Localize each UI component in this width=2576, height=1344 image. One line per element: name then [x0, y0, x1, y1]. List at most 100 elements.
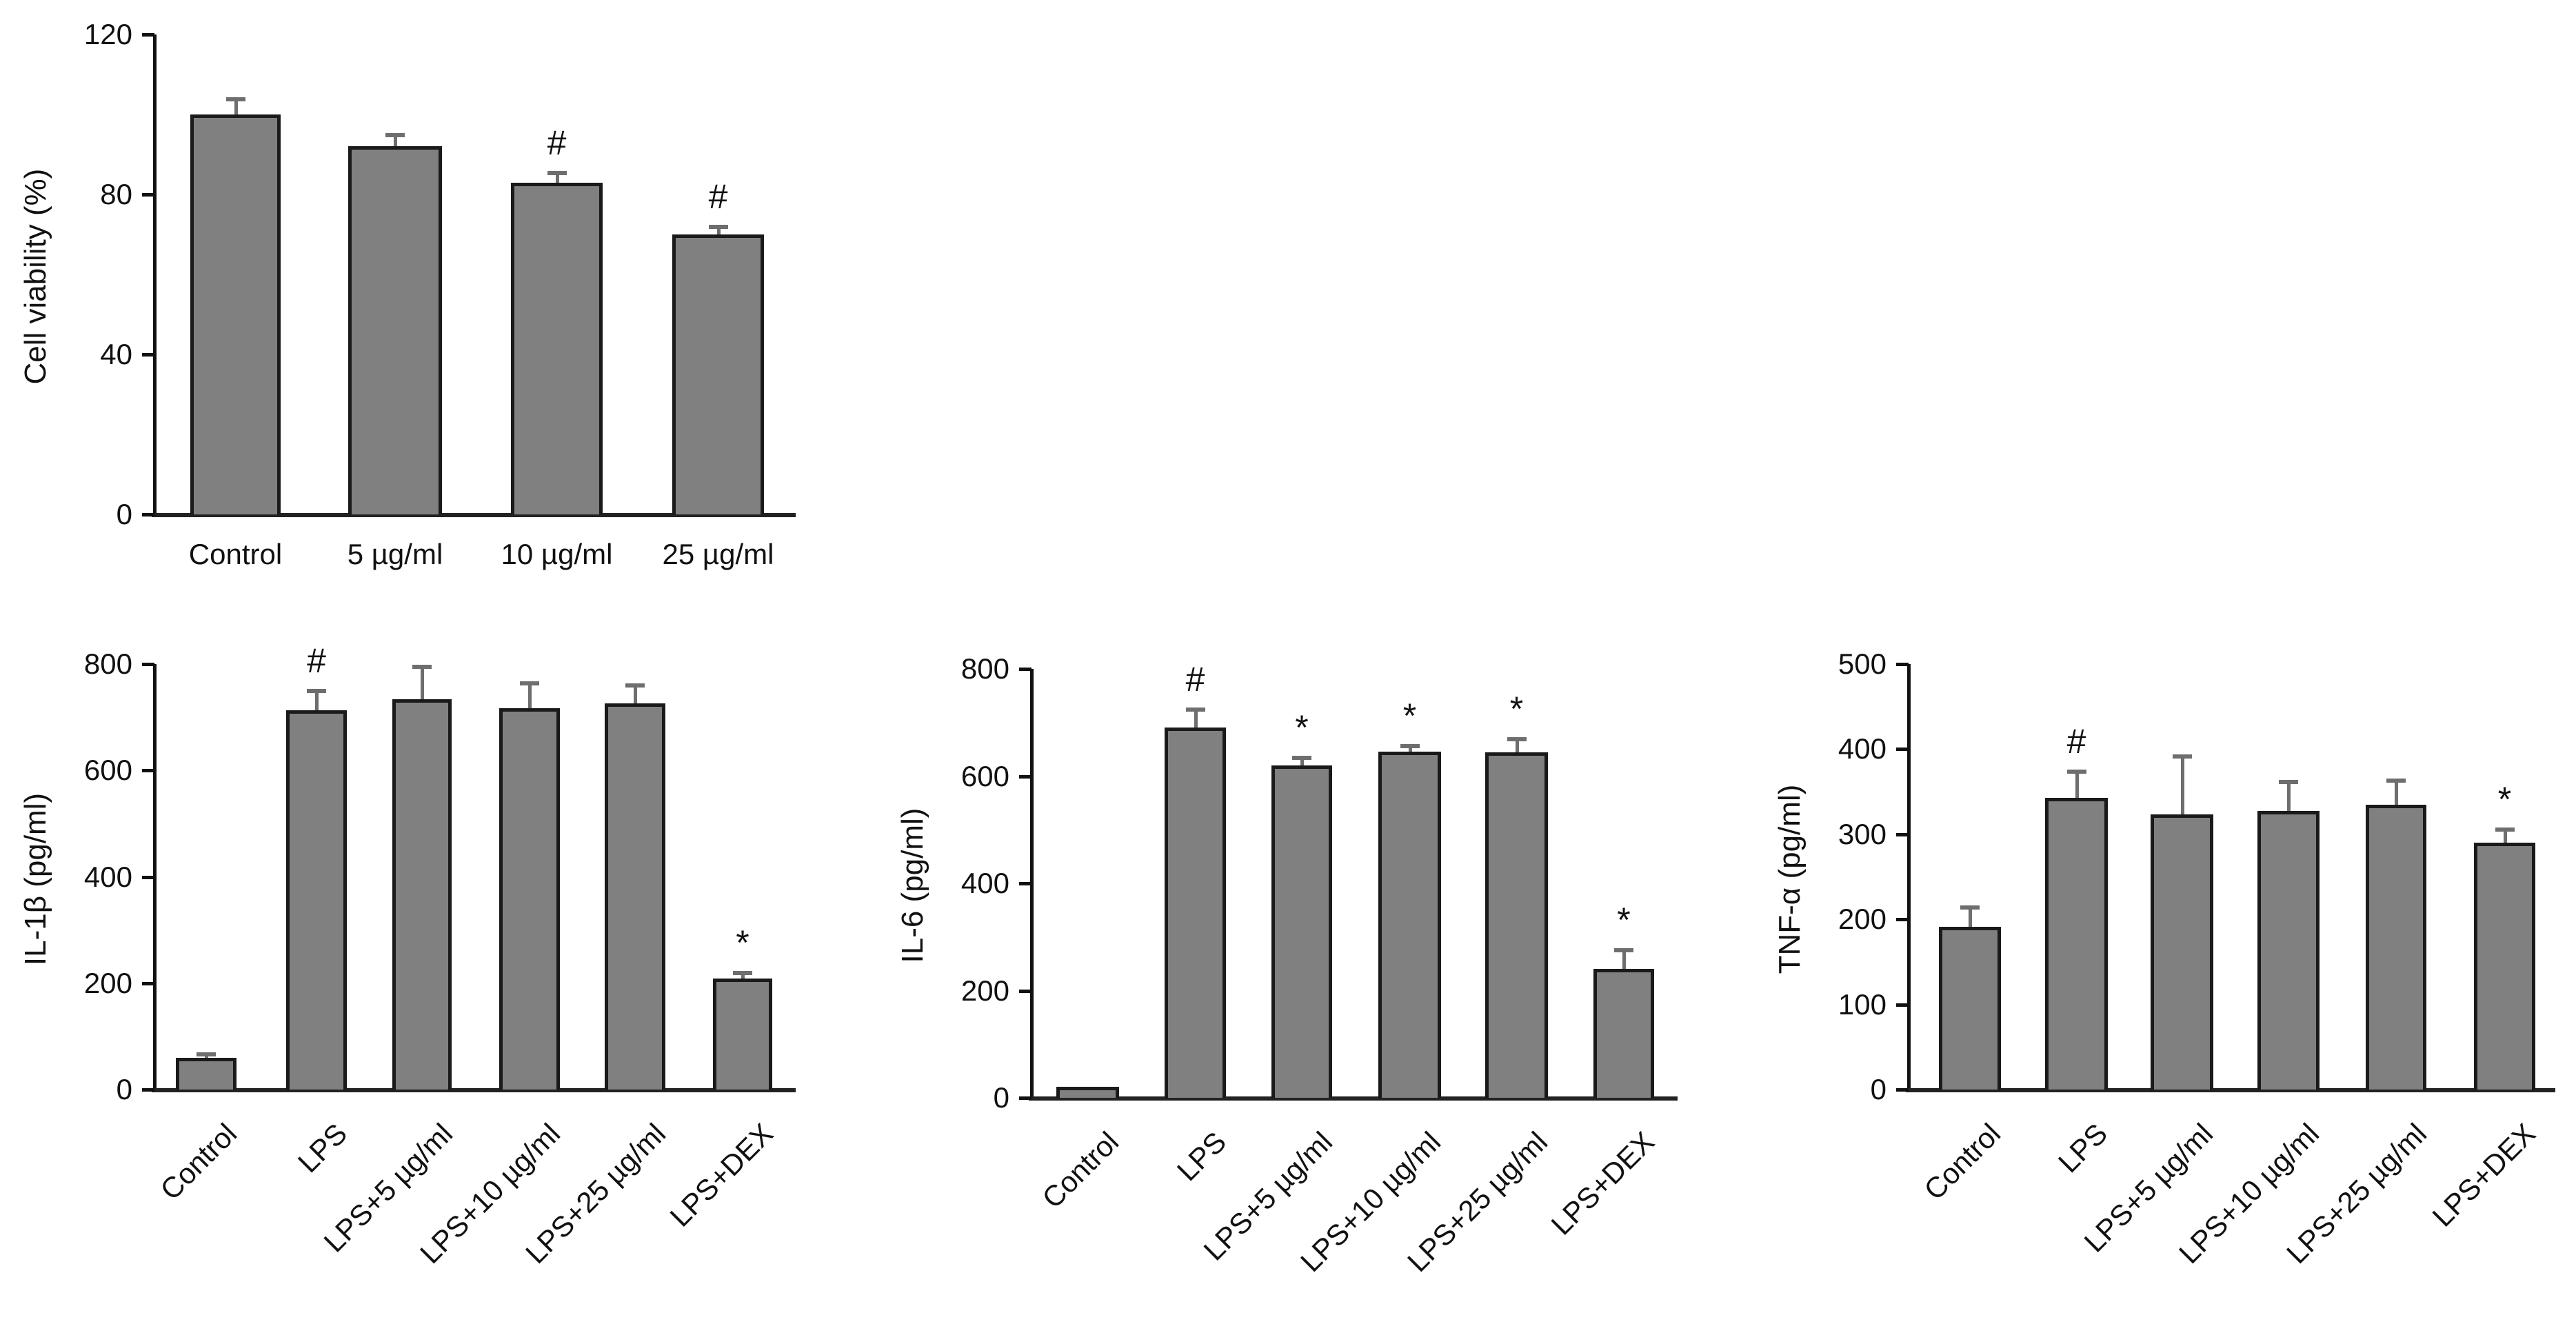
cell-viability-y-tick-label: 80: [100, 178, 132, 210]
tnf-a-y-tick-label: 100: [1838, 987, 1886, 1021]
tnf-a-x-tick-label: LPS+25 µg/ml: [2280, 1117, 2433, 1270]
il-1b-significance-mark: *: [736, 923, 749, 962]
il-6-x-tick-label: LPS+DEX: [1544, 1125, 1661, 1241]
il-6-y-tick: [1019, 989, 1032, 993]
il-6-x-tick-label: LPS+5 µg/ml: [1197, 1125, 1339, 1267]
cell-viability-bar: [672, 234, 764, 514]
tnf-a-bar: [2474, 843, 2535, 1090]
tnf-a-y-tick-label: 0: [1870, 1073, 1886, 1105]
il-1b-error-cap: [412, 665, 432, 670]
tnf-a-error-bar: [2075, 771, 2079, 798]
il-1b-y-tick-label: 0: [116, 1073, 132, 1105]
il-6-y-tick-label: 400: [960, 867, 1009, 899]
il-1b-error-cap: [520, 681, 539, 685]
il-6-y-tick-label: 0: [993, 1081, 1009, 1114]
tnf-a-bar: [1939, 927, 2001, 1090]
il-6-bar: [1056, 1086, 1119, 1098]
il-1b-y-tick: [142, 1088, 154, 1092]
tnf-a-x-tick-label: LPS+10 µg/ml: [2173, 1117, 2326, 1270]
tnf-a-y-tick-label: 500: [1838, 648, 1886, 680]
tnf-a-x-tick-label: LPS+5 µg/ml: [2077, 1117, 2219, 1258]
tnf-a-y-tick-label: 400: [1838, 732, 1886, 765]
cell-viability-bar: [190, 114, 281, 514]
il-1b-y-tick: [142, 875, 154, 879]
cell-viability-significance-mark: #: [547, 123, 567, 163]
cell-viability-y-tick-label: 0: [116, 498, 132, 530]
il-6-error-cap: [1292, 756, 1311, 761]
il-6-significance-mark: *: [1617, 901, 1631, 940]
il-6-bar: [1485, 752, 1548, 1098]
cell-viability-x-tick-label: 5 µg/ml: [347, 538, 443, 570]
cell-viability-y-tick-label: 40: [100, 338, 132, 370]
cell-viability-error-bar: [555, 172, 559, 183]
tnf-a-error-bar: [2180, 756, 2184, 815]
cell-viability-x-tick-label: 10 µg/ml: [501, 538, 613, 570]
tnf-a-significance-mark: #: [2066, 722, 2086, 761]
il-6-significance-mark: *: [1402, 696, 1417, 736]
il-1b-bar: [286, 710, 347, 1090]
il-1b-error-bar: [741, 972, 745, 979]
tnf-a-x-tick-label: LPS: [2051, 1117, 2113, 1179]
il-1b-x-tick-label: Control: [154, 1117, 243, 1206]
il-1b-error-bar: [528, 682, 532, 708]
tnf-a-error-bar: [2503, 829, 2507, 843]
il-6-error-bar: [1194, 709, 1198, 728]
cell-viability-error-cap: [547, 171, 567, 176]
tnf-a-error-cap: [2279, 780, 2298, 785]
tnf-a-y-axis: [1907, 664, 1911, 1092]
il-6-significance-mark: *: [1295, 708, 1309, 748]
cell-viability-bar: [511, 182, 603, 514]
il-1b-error-bar: [315, 690, 319, 711]
il-6-x-tick-label: LPS+10 µg/ml: [1294, 1125, 1447, 1278]
il-1b-error-cap: [307, 688, 326, 693]
tnf-a-y-axis-label: TNF-α (pg/ml): [1773, 784, 1807, 974]
tnf-a-error-bar: [2287, 781, 2291, 812]
il-1b-bar: [176, 1058, 237, 1090]
cell-viability-y-axis: [153, 34, 157, 516]
il-6-y-tick: [1019, 882, 1032, 885]
tnf-a-error-cap: [1960, 905, 1980, 910]
tnf-a-y-tick-label: 300: [1838, 817, 1886, 850]
tnf-a-error-cap: [2066, 770, 2086, 774]
il-6-x-axis: [1029, 1096, 1678, 1101]
cell-viability-y-tick: [142, 353, 154, 357]
cell-viability-y-axis-label: Cell viability (%): [19, 168, 52, 385]
cell-viability-error-bar: [394, 134, 397, 147]
il-6-y-tick-label: 800: [960, 652, 1009, 685]
il-1b-x-tick-label: LPS+5 µg/ml: [317, 1117, 459, 1258]
cell-viability-x-axis: [152, 513, 796, 517]
tnf-a-y-tick-label: 200: [1838, 903, 1886, 936]
cell-viability-error-bar: [716, 226, 721, 234]
tnf-a-error-bar: [2395, 779, 2398, 805]
il-1b-y-axis: [153, 664, 157, 1092]
tnf-a-bar: [2151, 814, 2213, 1090]
tnf-a-error-cap: [2172, 754, 2192, 759]
il-1b-significance-mark: #: [307, 641, 326, 680]
cell-viability-y-tick: [142, 513, 154, 516]
tnf-a-y-tick: [1896, 1003, 1909, 1007]
il-6-y-tick-label: 200: [960, 974, 1009, 1007]
il-1b-bar: [392, 699, 452, 1090]
tnf-a-y-tick: [1896, 918, 1909, 922]
il-6-bar: [1378, 751, 1441, 1098]
il-1b-error-cap: [625, 683, 645, 688]
il-6-y-axis: [1030, 669, 1034, 1100]
tnf-a-error-cap: [2386, 778, 2406, 783]
il-6-error-bar: [1622, 950, 1626, 969]
tnf-a-error-cap: [2495, 828, 2515, 832]
il-6-y-axis-label: IL-6 (pg/ml): [896, 808, 929, 963]
cell-viability-error-cap: [225, 97, 245, 101]
il-6-x-tick-label: LPS+25 µg/ml: [1400, 1125, 1553, 1278]
cell-viability-error-cap: [385, 133, 405, 137]
cell-viability-error-bar: [234, 98, 238, 114]
cell-viability-y-tick: [142, 193, 154, 197]
il-6-bar: [1271, 765, 1332, 1098]
il-6-error-cap: [1185, 708, 1205, 712]
il-6-error-bar: [1300, 757, 1304, 765]
il-6-error-cap: [1614, 948, 1633, 953]
il-1b-x-tick-label: LPS: [291, 1117, 354, 1179]
il-1b-error-bar: [634, 685, 637, 704]
il-1b-bar: [713, 978, 772, 1090]
il-1b-y-tick-label: 600: [83, 754, 132, 787]
il-6-y-tick: [1019, 1096, 1032, 1100]
